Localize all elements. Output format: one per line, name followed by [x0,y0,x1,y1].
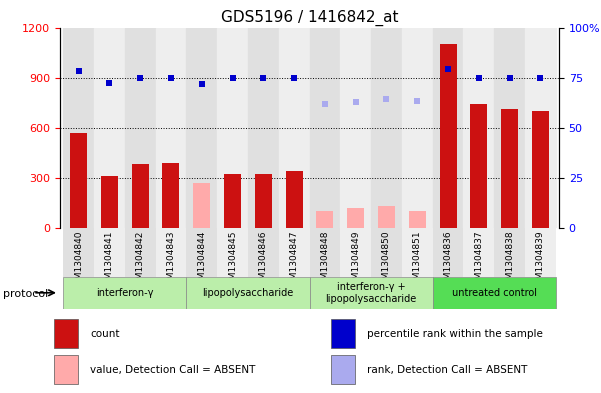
Text: interferon-γ +
lipopolysaccharide: interferon-γ + lipopolysaccharide [326,282,416,303]
Bar [471,104,487,228]
Bar [347,208,364,228]
Text: GSM1304844: GSM1304844 [197,230,206,291]
Text: GSM1304838: GSM1304838 [505,230,514,291]
Text: GSM1304841: GSM1304841 [105,230,114,291]
Bar [532,111,549,228]
Text: GSM1304839: GSM1304839 [536,230,545,291]
Bar [494,228,525,277]
Bar [331,319,355,348]
Bar [186,28,217,228]
Bar [433,277,556,309]
Text: GSM1304845: GSM1304845 [228,230,237,291]
Bar [310,228,340,277]
Text: percentile rank within the sample: percentile rank within the sample [367,329,543,339]
Text: count: count [90,329,120,339]
Bar [317,211,334,228]
Bar [194,183,210,228]
Bar [186,277,310,309]
Bar [285,171,302,228]
Bar [279,228,310,277]
Bar [186,228,217,277]
Bar [63,277,186,309]
Bar [433,28,463,228]
Text: interferon-γ: interferon-γ [96,288,153,298]
Text: GSM1304849: GSM1304849 [351,230,360,291]
Text: GSM1304836: GSM1304836 [444,230,453,291]
Bar [248,28,279,228]
Bar [156,28,186,228]
Bar [94,28,125,228]
Bar [501,109,518,228]
Bar [340,28,371,228]
Text: GSM1304843: GSM1304843 [166,230,175,291]
Bar [125,228,156,277]
Bar [310,28,340,228]
Bar [433,228,463,277]
Text: lipopolysaccharide: lipopolysaccharide [203,288,293,298]
Bar [402,228,433,277]
Bar [340,228,371,277]
Bar [101,176,118,228]
Text: untreated control: untreated control [452,288,537,298]
Bar [70,133,87,228]
Bar [156,228,186,277]
Text: protocol: protocol [3,288,48,299]
Text: GSM1304837: GSM1304837 [474,230,483,291]
Text: GSM1304848: GSM1304848 [320,230,329,291]
Text: GSM1304846: GSM1304846 [259,230,268,291]
Bar [439,44,457,228]
Bar [217,228,248,277]
Text: GSM1304851: GSM1304851 [413,230,422,291]
Bar [63,28,94,228]
Bar [132,164,148,228]
Bar [217,28,248,228]
Bar [310,277,433,309]
Bar [402,28,433,228]
Bar [525,28,556,228]
Bar [525,228,556,277]
Text: GSM1304847: GSM1304847 [290,230,299,291]
Bar [378,206,395,228]
Bar [125,28,156,228]
Bar [224,174,241,228]
Text: rank, Detection Call = ABSENT: rank, Detection Call = ABSENT [367,365,527,375]
Bar [371,28,402,228]
Text: value, Detection Call = ABSENT: value, Detection Call = ABSENT [90,365,255,375]
Bar [54,319,78,348]
Bar [463,28,494,228]
Bar [94,228,125,277]
Text: GSM1304842: GSM1304842 [136,230,145,291]
Bar [63,228,94,277]
Bar [162,163,180,228]
Bar [331,355,355,384]
Bar [248,228,279,277]
Bar [463,228,494,277]
Bar [54,355,78,384]
Text: GSM1304840: GSM1304840 [74,230,83,291]
Bar [255,174,272,228]
Bar [279,28,310,228]
Bar [371,228,402,277]
Title: GDS5196 / 1416842_at: GDS5196 / 1416842_at [221,10,398,26]
Bar [409,211,426,228]
Bar [494,28,525,228]
Text: GSM1304850: GSM1304850 [382,230,391,291]
